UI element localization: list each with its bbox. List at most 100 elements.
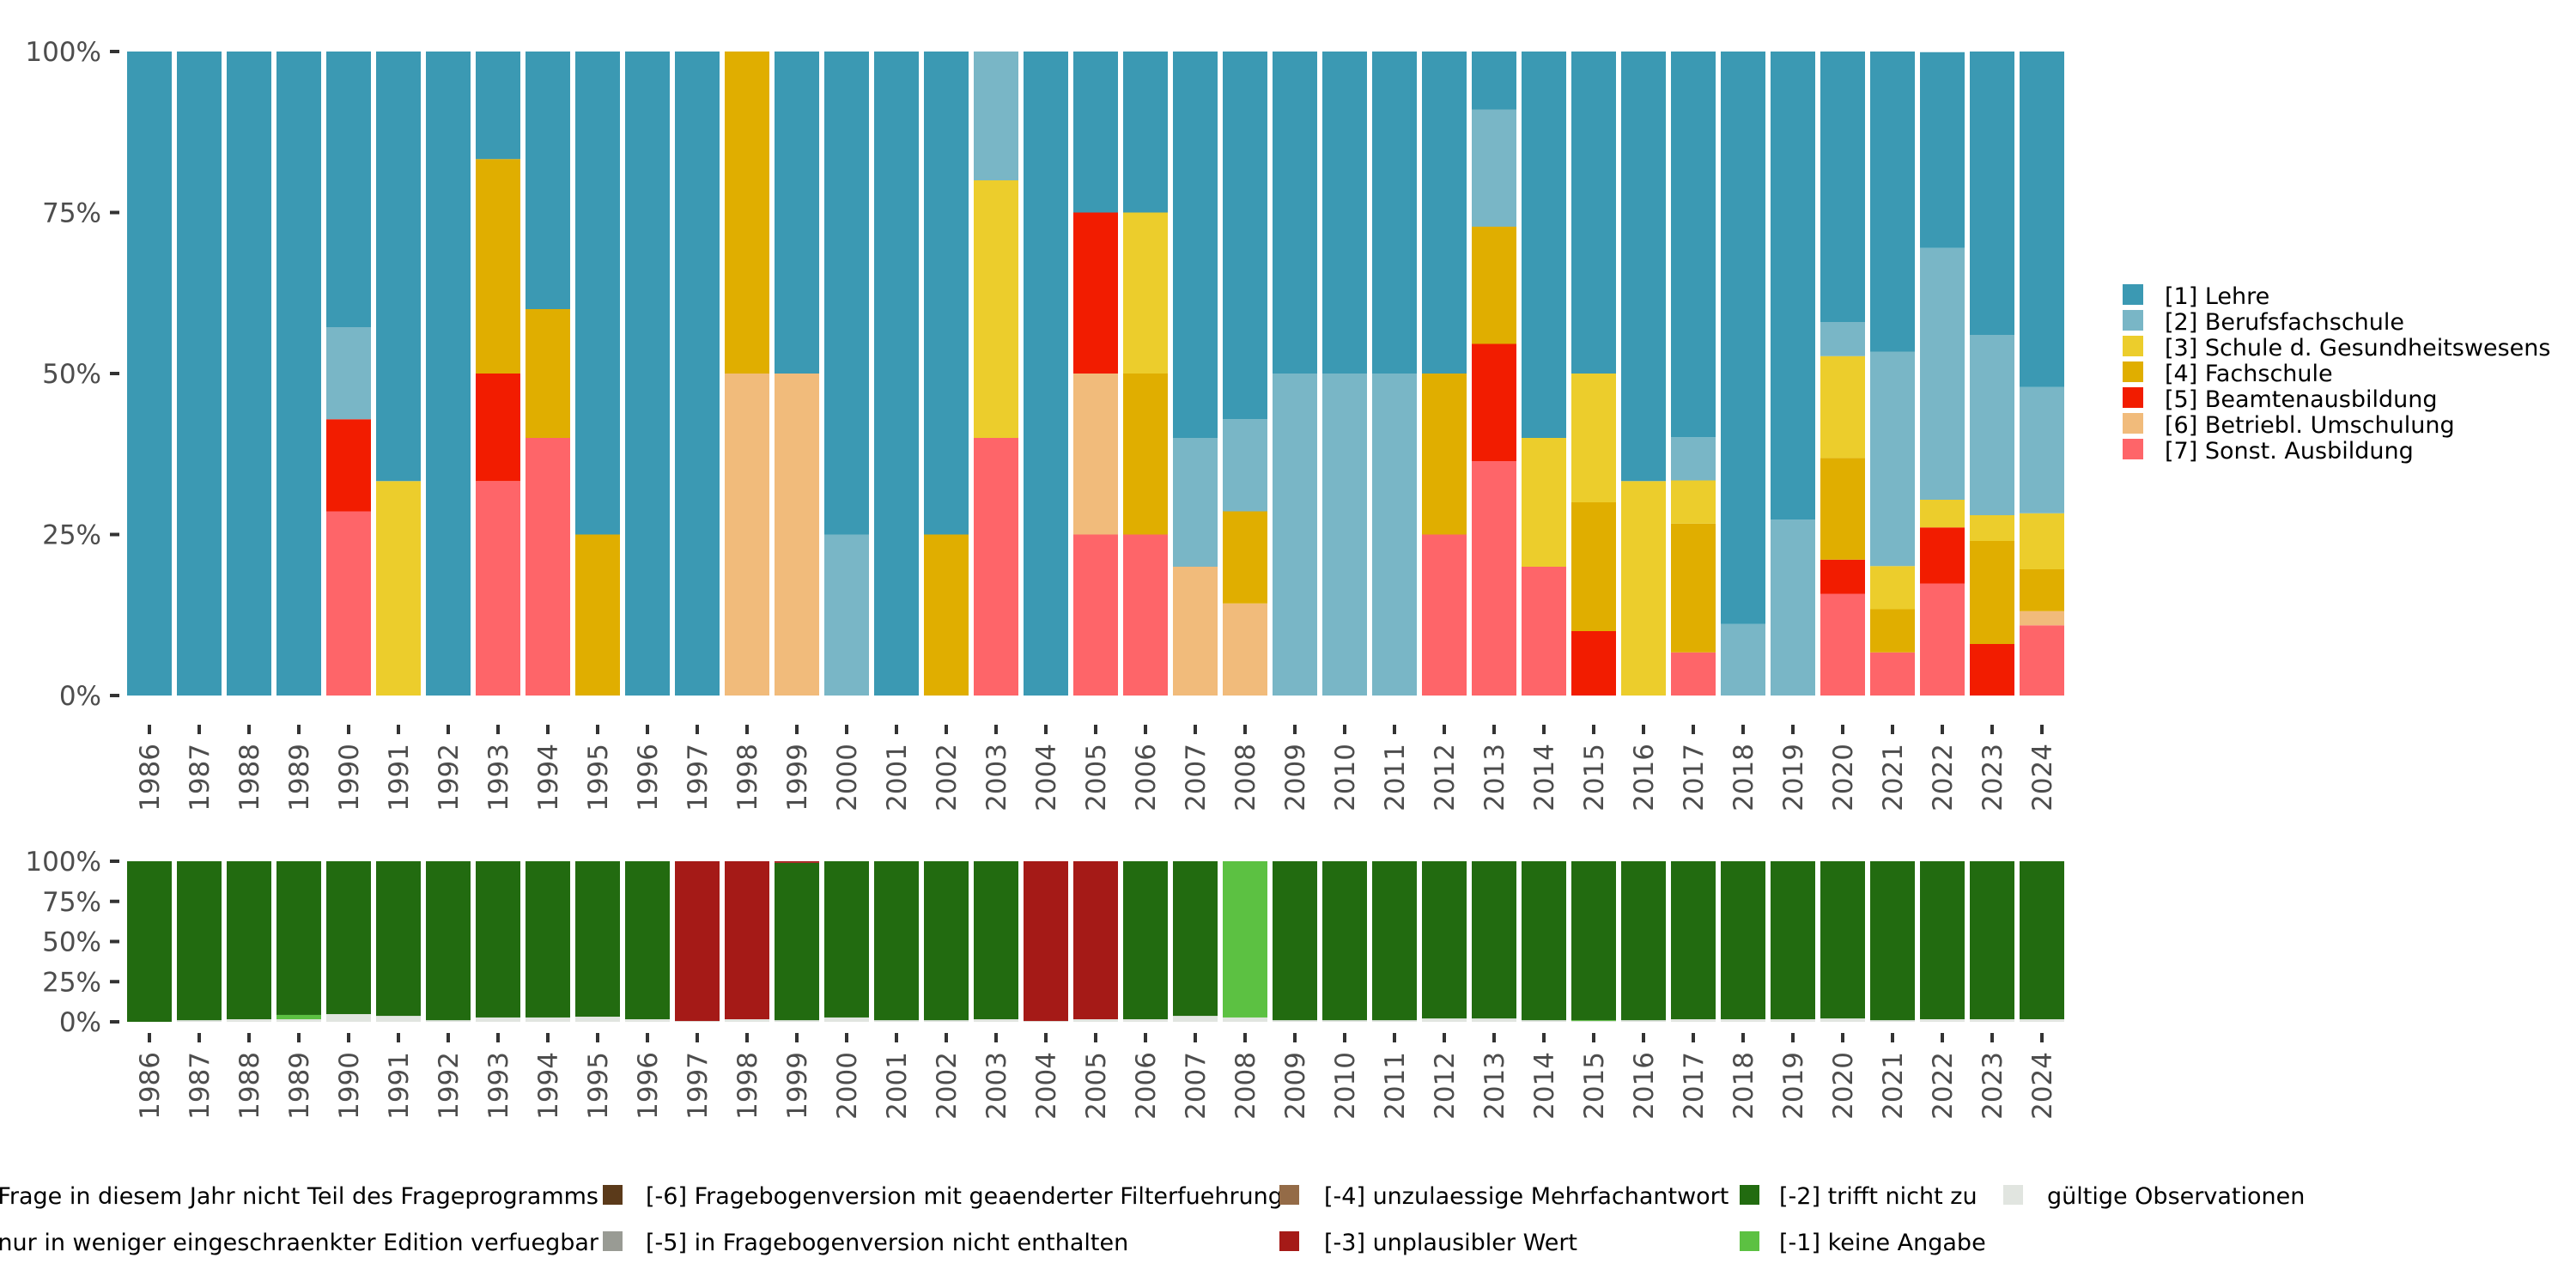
x-tick-label: 2001 [882, 744, 913, 811]
bar-segment [1273, 861, 1317, 1021]
x-tick-label: 2007 [1181, 1052, 1212, 1120]
bar-segment [1123, 52, 1168, 213]
bar-segment [1173, 438, 1218, 567]
bar-segment [1571, 374, 1616, 502]
bar-segment [824, 1017, 869, 1022]
bar-segment [1820, 861, 1865, 1019]
bar-segment [775, 1020, 819, 1022]
x-tick-label: 1986 [135, 744, 166, 811]
bar-segment [1571, 861, 1616, 1021]
bar-segment [1073, 1019, 1118, 1022]
bar-segment [1024, 861, 1068, 1022]
x-tick-label: 1998 [732, 1052, 763, 1120]
legend-label: [5] Beamtenausbildung [2165, 386, 2438, 413]
x-tick-label: 2012 [1430, 744, 1461, 811]
bar-segment [1322, 861, 1367, 1021]
x-tick-label: 2010 [1330, 1052, 1361, 1120]
bar-segment [2020, 625, 2064, 696]
legend-label: gültige Observationen [2047, 1183, 2305, 1210]
bar-segment [1970, 335, 2014, 515]
x-tick-label: 2000 [832, 1052, 863, 1120]
bar-segment [775, 862, 819, 1021]
bar-segment [1771, 1019, 1815, 1022]
top-plot: 0% 25% 50% 75% 100% 1986 1987 1988 1989 1990 1991 1… [25, 37, 2064, 811]
bar-segment [824, 534, 869, 696]
bar-segment [1920, 247, 1965, 500]
legend-swatch [1279, 1185, 1299, 1205]
y-tick-label: 75% [42, 887, 101, 918]
bar-segment [1322, 52, 1367, 374]
legend-label: [3] Schule d. Gesundheitswesens [2165, 335, 2550, 361]
bar-segment [824, 861, 869, 1018]
bar-segment [1870, 351, 1915, 567]
bar-segment [1372, 52, 1417, 374]
x-tick-label: 1996 [633, 1052, 664, 1120]
x-tick-label: 1987 [185, 1052, 216, 1120]
bar-segment [775, 52, 819, 374]
bar-segment [1223, 511, 1267, 604]
x-tick-label: 2010 [1330, 744, 1361, 811]
x-tick-label: 2022 [1928, 744, 1959, 811]
bar-segment [725, 374, 769, 696]
bar-segment [924, 861, 969, 1021]
bar-segment [1621, 481, 1666, 696]
bar-segment [924, 534, 969, 696]
bar-segment [1073, 534, 1118, 696]
bar-segment [1820, 355, 1865, 459]
legend-swatch [1279, 1231, 1299, 1251]
x-tick-label: 1991 [384, 1052, 415, 1120]
x-tick-label: 1997 [683, 1052, 714, 1120]
y-tick-label: 75% [42, 198, 101, 229]
bar-segment [1870, 52, 1915, 352]
bar-segment [575, 52, 620, 535]
x-tick-label: 1991 [384, 744, 415, 811]
x-tick-label: 2002 [932, 1052, 963, 1120]
bar-segment [276, 1019, 321, 1022]
x-tick-label: 2008 [1230, 1052, 1261, 1120]
x-tick-label: 2015 [1579, 744, 1610, 811]
bar-segment [725, 1019, 769, 1022]
bar-segment [127, 861, 172, 1022]
x-tick-label: 2005 [1081, 744, 1112, 811]
x-tick-label: 2018 [1728, 1052, 1759, 1120]
bar-segment [575, 861, 620, 1018]
bar-segment [1422, 374, 1467, 535]
bar-segment [326, 419, 371, 512]
bar-segment [1820, 322, 1865, 356]
bar-segment [526, 309, 570, 438]
bar-segment [2020, 569, 2064, 611]
legend-swatch [2123, 413, 2143, 434]
x-tick-label: 1995 [583, 744, 614, 811]
bar-segment [426, 52, 471, 696]
x-tick-label: 2005 [1081, 1052, 1112, 1120]
bar-segment [775, 374, 819, 696]
legend-label: [6] Betriebl. Umschulung [2165, 412, 2455, 439]
bar-segment [526, 861, 570, 1018]
x-tick-label: 2016 [1629, 1052, 1660, 1120]
x-tick-label: 2006 [1131, 1052, 1162, 1120]
bar-segment [1621, 52, 1666, 482]
legend-swatch [1740, 1231, 1759, 1251]
x-tick-label: 2009 [1280, 744, 1311, 811]
x-tick-label: 2022 [1928, 1052, 1959, 1120]
legend-swatch [2123, 284, 2143, 305]
bar-segment [725, 52, 769, 374]
legend-bottom: Frage in diesem Jahr nicht Teil des Frag… [0, 1183, 2305, 1256]
bar-segment [276, 1014, 321, 1020]
x-tick-label: 2015 [1579, 1052, 1610, 1120]
bar-segment [1621, 1020, 1666, 1022]
bar-segment [1223, 603, 1267, 696]
x-tick-label: 2006 [1131, 744, 1162, 811]
x-tick-label: 2008 [1230, 744, 1261, 811]
bar-segment [1970, 644, 2014, 696]
bar-segment [1522, 438, 1566, 567]
bar-segment [1273, 52, 1317, 374]
x-tick-label: 1993 [483, 744, 514, 811]
x-tick-label: 2012 [1430, 1052, 1461, 1120]
legend-swatch [2123, 361, 2143, 382]
x-tick-label: 2023 [1978, 1052, 2008, 1120]
bar-segment [625, 1019, 670, 1022]
bar-segment [874, 1020, 919, 1022]
bar-segment [1472, 109, 1516, 227]
